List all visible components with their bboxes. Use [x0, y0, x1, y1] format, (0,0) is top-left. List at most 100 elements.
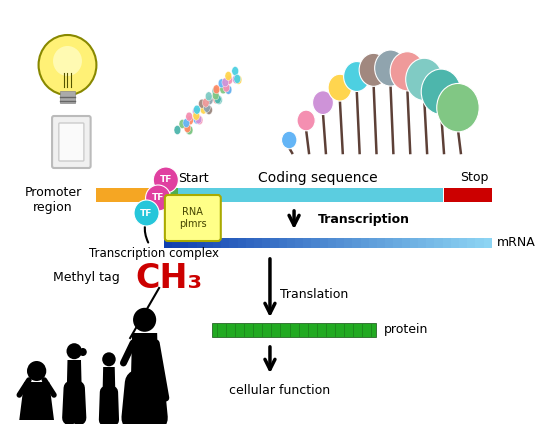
Ellipse shape	[421, 69, 461, 114]
Ellipse shape	[359, 53, 388, 86]
Bar	[369, 238, 377, 248]
Bar	[328, 238, 336, 248]
Ellipse shape	[206, 106, 212, 114]
Ellipse shape	[174, 126, 181, 134]
Bar	[254, 238, 263, 248]
Bar	[287, 238, 295, 248]
Ellipse shape	[212, 87, 219, 96]
Bar	[172, 238, 181, 248]
Ellipse shape	[213, 85, 220, 94]
Bar	[443, 238, 451, 248]
Ellipse shape	[218, 79, 225, 88]
Polygon shape	[131, 333, 158, 383]
Text: Methyl tag: Methyl tag	[53, 271, 120, 285]
Bar	[483, 238, 492, 248]
Text: Transcription complex: Transcription complex	[89, 246, 219, 259]
Bar	[262, 238, 271, 248]
Bar	[97, 188, 164, 202]
Ellipse shape	[206, 95, 213, 105]
Bar	[410, 238, 418, 248]
Bar	[205, 238, 213, 248]
Ellipse shape	[183, 119, 190, 128]
Polygon shape	[19, 382, 54, 420]
Ellipse shape	[193, 115, 200, 124]
Ellipse shape	[225, 85, 232, 94]
Text: cellular function: cellular function	[229, 383, 330, 396]
Ellipse shape	[193, 105, 200, 114]
Ellipse shape	[222, 78, 229, 87]
Text: CH₃: CH₃	[135, 262, 202, 295]
Bar	[295, 238, 303, 248]
Polygon shape	[67, 360, 82, 388]
Text: RNA
plmrs: RNA plmrs	[179, 207, 207, 229]
Bar	[213, 238, 222, 248]
Ellipse shape	[193, 107, 199, 116]
Ellipse shape	[186, 112, 193, 121]
Ellipse shape	[343, 61, 370, 92]
Circle shape	[146, 185, 171, 211]
Ellipse shape	[297, 110, 315, 131]
Bar	[385, 238, 394, 248]
Bar	[164, 238, 173, 248]
Ellipse shape	[375, 50, 406, 86]
Ellipse shape	[390, 52, 424, 91]
Ellipse shape	[226, 75, 233, 84]
Bar	[451, 238, 460, 248]
Ellipse shape	[186, 126, 193, 135]
Bar	[459, 238, 468, 248]
Ellipse shape	[214, 95, 221, 104]
Ellipse shape	[202, 98, 209, 107]
FancyBboxPatch shape	[52, 116, 91, 168]
Polygon shape	[103, 367, 116, 392]
Circle shape	[53, 46, 82, 76]
Ellipse shape	[437, 84, 479, 132]
Bar	[180, 238, 189, 248]
Text: TF: TF	[152, 193, 164, 203]
Bar	[164, 188, 443, 202]
Bar	[279, 238, 287, 248]
FancyBboxPatch shape	[60, 91, 75, 103]
Bar	[320, 238, 328, 248]
Bar	[402, 238, 410, 248]
Ellipse shape	[232, 67, 239, 75]
Ellipse shape	[215, 95, 222, 104]
Ellipse shape	[196, 116, 203, 125]
Ellipse shape	[205, 105, 212, 114]
Bar	[197, 238, 205, 248]
Bar	[312, 238, 320, 248]
Bar	[377, 238, 386, 248]
Ellipse shape	[235, 75, 242, 84]
Bar	[188, 238, 197, 248]
FancyBboxPatch shape	[59, 123, 84, 161]
Bar	[467, 238, 476, 248]
Ellipse shape	[281, 131, 297, 149]
Ellipse shape	[234, 75, 241, 84]
Circle shape	[134, 200, 159, 226]
Ellipse shape	[220, 85, 227, 94]
Ellipse shape	[195, 115, 202, 124]
Bar	[361, 238, 369, 248]
Ellipse shape	[225, 72, 232, 81]
Bar	[246, 238, 254, 248]
Bar	[303, 238, 312, 248]
Ellipse shape	[200, 105, 207, 114]
Text: TF: TF	[160, 176, 172, 184]
Ellipse shape	[313, 91, 333, 114]
Ellipse shape	[193, 111, 200, 120]
Text: Stop: Stop	[460, 171, 489, 184]
Bar	[336, 238, 345, 248]
Bar	[271, 238, 279, 248]
Ellipse shape	[204, 103, 210, 112]
Text: protein: protein	[384, 324, 428, 337]
Bar	[418, 238, 427, 248]
Bar	[212, 323, 376, 337]
Text: Promoter
region: Promoter region	[24, 186, 82, 214]
Circle shape	[133, 308, 156, 332]
Circle shape	[102, 352, 116, 366]
Ellipse shape	[199, 99, 205, 108]
Bar	[444, 188, 492, 202]
Ellipse shape	[328, 74, 352, 101]
FancyBboxPatch shape	[165, 195, 221, 241]
Ellipse shape	[186, 126, 192, 134]
Text: Coding sequence: Coding sequence	[258, 171, 378, 185]
